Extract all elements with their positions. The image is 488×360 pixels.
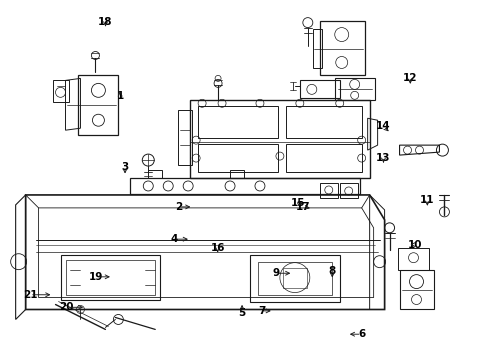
Text: 9: 9 bbox=[272, 268, 279, 278]
Circle shape bbox=[142, 154, 154, 166]
Text: 17: 17 bbox=[295, 202, 310, 212]
Text: 16: 16 bbox=[210, 243, 224, 253]
Text: 19: 19 bbox=[88, 272, 103, 282]
Text: 10: 10 bbox=[407, 239, 422, 249]
Text: 2: 2 bbox=[175, 202, 182, 212]
Text: 12: 12 bbox=[402, 73, 417, 83]
Text: 11: 11 bbox=[419, 195, 434, 205]
Text: 6: 6 bbox=[357, 329, 365, 339]
Text: 20: 20 bbox=[59, 302, 74, 312]
Text: 7: 7 bbox=[257, 306, 264, 316]
Text: 1: 1 bbox=[116, 91, 123, 101]
Text: 14: 14 bbox=[375, 121, 390, 131]
Text: 18: 18 bbox=[98, 17, 113, 27]
Text: 13: 13 bbox=[375, 153, 390, 163]
Text: 8: 8 bbox=[328, 266, 335, 276]
Text: 3: 3 bbox=[121, 162, 128, 172]
Text: 21: 21 bbox=[22, 290, 37, 300]
Text: 15: 15 bbox=[290, 198, 305, 208]
Text: 4: 4 bbox=[170, 234, 177, 244]
Text: 5: 5 bbox=[238, 308, 245, 318]
